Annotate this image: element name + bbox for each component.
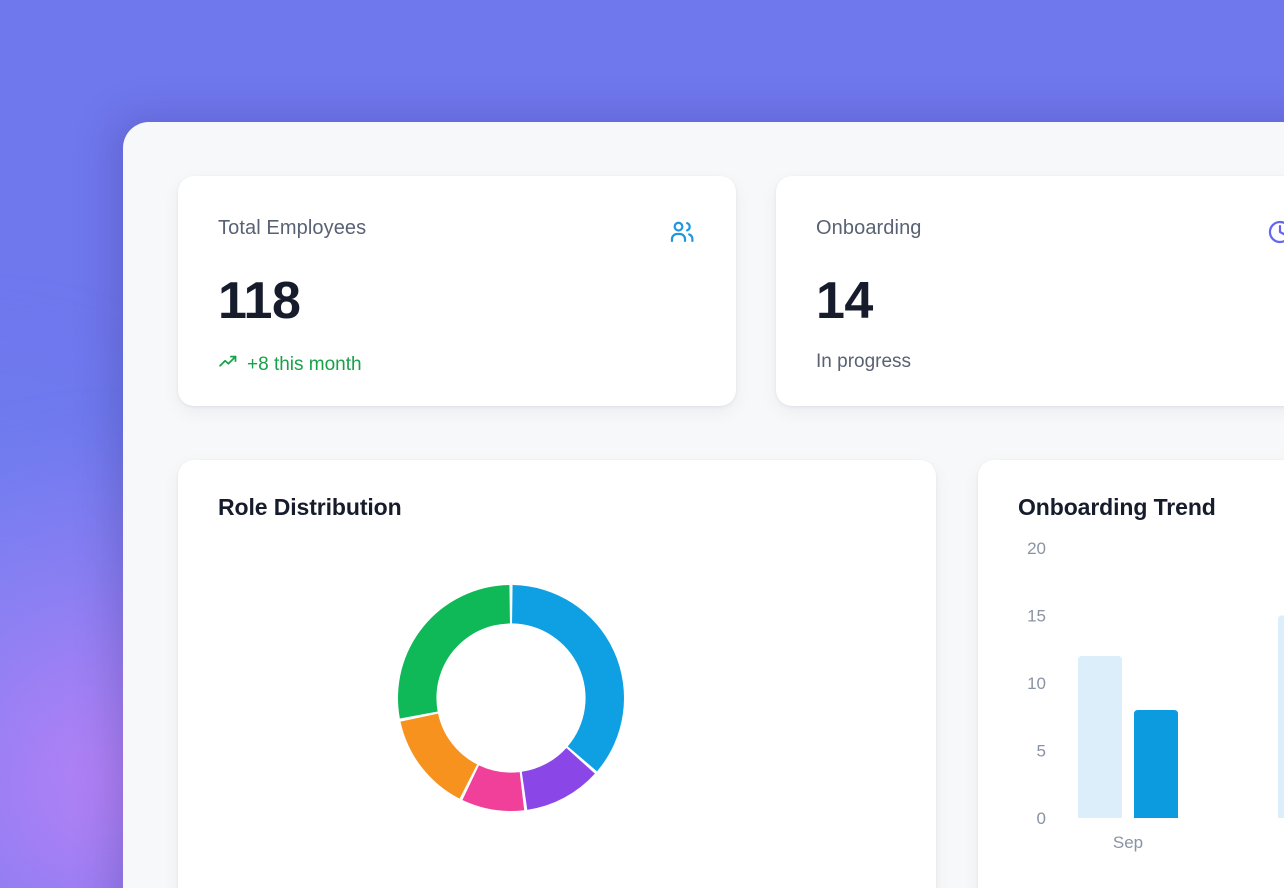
donut-chart[interactable] [391,578,631,818]
chart-card-onboarding-trend[interactable]: Onboarding Trend 05101520SepOct [978,460,1284,888]
trending-up-icon [218,352,238,376]
bar[interactable] [1134,710,1178,818]
users-icon [668,218,696,251]
clock-icon [1266,218,1284,251]
stat-label: Total Employees [218,217,367,239]
stat-card-total-employees[interactable]: Total Employees 118 [178,176,736,406]
stat-card-onboarding[interactable]: Onboarding 14 In progress [776,176,1284,406]
charts-row: Role Distribution Onboarding Trend 0 5 10 1… [178,460,1284,888]
stat-trend: +8 this month [218,352,696,376]
donut-segment[interactable] [462,765,525,811]
y-axis-tick: 0 [1037,809,1046,828]
chart-title: Role Distribution [218,494,402,520]
bar[interactable] [1278,615,1284,819]
stats-row: Total Employees 118 [178,176,1284,406]
y-axis-tick: 10 [1027,674,1046,693]
app-panel: Total Employees 118 [123,122,1284,888]
chart-card-role-distribution[interactable]: Role Distribution [178,460,936,888]
bar-chart[interactable]: 05101520SepOct [998,534,1284,864]
y-axis-tick: 5 [1037,742,1046,761]
stat-status: In progress [816,351,912,372]
donut-segment[interactable] [400,713,478,799]
stat-card-header: Total Employees [218,218,696,251]
stat-label: Onboarding [816,217,922,239]
donut-segment[interactable] [521,747,595,810]
y-axis-tick: 20 [1027,539,1046,558]
stat-value: 14 [816,272,873,330]
stat-card-header: Onboarding [816,218,1284,251]
x-axis-tick: Sep [1113,833,1143,852]
y-axis-tick: 15 [1027,607,1046,626]
donut-segment[interactable] [512,585,624,772]
bar[interactable] [1078,656,1122,818]
stat-trend-label: +8 this month [247,353,362,375]
stat-value: 118 [218,272,301,330]
chart-title: Onboarding Trend [1018,494,1216,520]
donut-segment[interactable] [398,585,510,719]
